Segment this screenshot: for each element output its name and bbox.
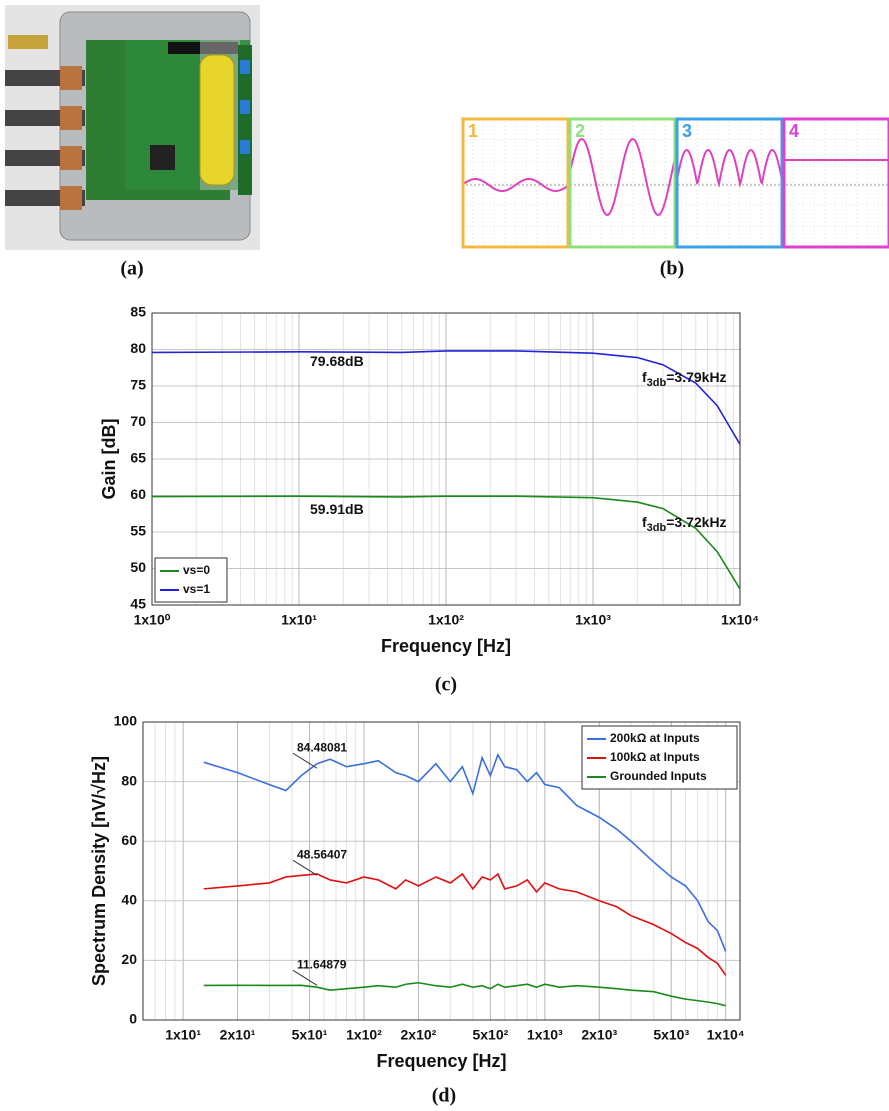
series-line	[203, 752, 727, 952]
annotation: f3db=3.79kHz	[642, 369, 727, 389]
chart: 45 50 55 60 65 70 75 80 85 1x10⁰ 1x10¹ 1x10² 1x10³ 1x…	[99, 304, 759, 656]
x-axis-label: Frequency [Hz]	[381, 636, 511, 656]
y-tick-label: 0	[129, 1011, 137, 1027]
scope-frame	[568, 117, 677, 249]
x-tick-label: 2x10²	[401, 1027, 437, 1043]
scope-label: 3	[682, 121, 692, 141]
scope-label: 1	[468, 121, 478, 141]
annotation: f3db=3.72kHz	[642, 514, 727, 534]
scope-frame	[675, 117, 784, 249]
y-tick-label: 20	[121, 951, 137, 967]
legend-label: vs=1	[183, 582, 210, 596]
x-tick-label: 5x10¹	[292, 1027, 328, 1043]
y-tick-label: 65	[130, 450, 146, 466]
y-tick-label: 80	[121, 772, 137, 788]
annotation-text: f	[642, 369, 647, 385]
x-tick-label: 1x10¹	[165, 1027, 201, 1043]
device-photo	[5, 5, 260, 250]
oscilloscope: 1 2 3 4	[461, 117, 889, 249]
annotation-tail: =3.72kHz	[666, 514, 726, 530]
chart: 0 20 40 60 80 100 1x10¹ 2x10¹ 5x10¹ 1x10² 2x10² 5x1…	[89, 713, 745, 1071]
x-tick-label: 1x10²	[346, 1027, 382, 1043]
annotation-callout	[292, 859, 318, 876]
y-tick-label: 75	[130, 377, 146, 393]
y-tick-label: 55	[130, 523, 146, 539]
scope-frame	[782, 117, 889, 249]
x-tick-label: 2x10¹	[220, 1027, 256, 1043]
y-tick-label: 100	[114, 713, 138, 729]
annotation-text: 59.91dB	[310, 501, 364, 517]
x-tick-label: 1x10³	[527, 1027, 563, 1043]
legend-label: Grounded Inputs	[610, 769, 707, 783]
legend-label: 200kΩ at Inputs	[610, 731, 700, 745]
x-tick-label: 1x10³	[575, 612, 611, 628]
scope-frame	[461, 117, 570, 249]
y-axis-label: Gain [dB]	[99, 419, 119, 500]
y-tick-label: 85	[130, 304, 146, 320]
annotation-text: f	[642, 514, 647, 530]
annotation-callout	[292, 969, 318, 986]
x-tick-label: 1x10⁴	[707, 1027, 745, 1043]
series-line	[151, 495, 741, 590]
panel-label: (b)	[660, 258, 684, 280]
series-line	[203, 981, 726, 1007]
scope-label: 2	[575, 121, 585, 141]
series-line	[151, 350, 741, 445]
panel-label: (a)	[120, 258, 143, 280]
x-tick-label: 1x10¹	[281, 612, 317, 628]
annotation-text: 79.68dB	[310, 353, 364, 369]
x-tick-label: 5x10³	[653, 1027, 689, 1043]
y-tick-label: 60	[130, 486, 146, 502]
annotation: 59.91dB	[310, 501, 364, 517]
y-tick-label: 50	[130, 559, 146, 575]
y-tick-label: 80	[130, 340, 146, 356]
y-tick-label: 60	[121, 832, 137, 848]
legend-label: 100kΩ at Inputs	[610, 750, 700, 764]
y-tick-label: 40	[121, 892, 137, 908]
annotation: 84.48081	[297, 740, 347, 754]
annotation: 11.64879	[297, 957, 347, 971]
scope-label: 4	[789, 121, 799, 141]
panel-label: (d)	[432, 1085, 456, 1107]
annotation-sub: 3db	[647, 522, 667, 534]
x-tick-label: 1x10⁰	[134, 612, 171, 628]
annotation: 79.68dB	[310, 353, 364, 369]
x-tick-label: 1x10⁴	[721, 612, 759, 628]
plot-frame	[151, 312, 741, 606]
annotation-tail: =3.79kHz	[666, 369, 726, 385]
panel-label: (c)	[435, 674, 457, 696]
plot-frame	[142, 721, 741, 1021]
y-tick-label: 70	[130, 413, 146, 429]
legend-label: vs=0	[183, 563, 210, 577]
x-axis-label: Frequency [Hz]	[376, 1051, 506, 1071]
annotation-sub: 3db	[647, 377, 667, 389]
y-tick-label: 45	[130, 596, 146, 612]
legend-box	[154, 557, 228, 603]
y-axis-label: Spectrum Density [nV/√Hz]	[89, 756, 109, 986]
x-tick-label: 2x10³	[581, 1027, 617, 1043]
legend-box	[581, 725, 738, 790]
annotation: 48.56407	[297, 847, 347, 861]
series-line	[203, 872, 727, 976]
x-tick-label: 1x10²	[428, 612, 464, 628]
annotation-callout	[292, 752, 318, 769]
x-tick-label: 5x10²	[472, 1027, 508, 1043]
